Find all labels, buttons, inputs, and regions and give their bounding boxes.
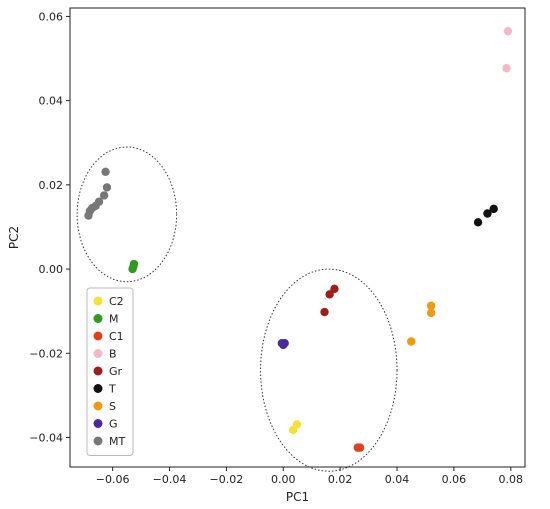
y-tick-label: 0.00 [39, 263, 64, 276]
y-tick-label: 0.06 [39, 10, 64, 23]
point-gr [325, 290, 334, 299]
point-mt [101, 167, 110, 177]
legend-label: G [109, 418, 118, 431]
cluster-ellipse [76, 146, 178, 283]
point-gr [320, 307, 329, 317]
legend-marker [93, 366, 103, 376]
point-g [279, 340, 288, 350]
point-s [426, 301, 436, 310]
legend-label: MT [109, 435, 125, 448]
point-s [426, 308, 436, 318]
y-axis-ticks: −0.04 −0.02 0.00 0.02 0.04 0.06 [29, 10, 70, 445]
point-s [407, 337, 416, 346]
point-c2 [292, 420, 302, 429]
point-b [502, 64, 511, 73]
legend-label: C2 [109, 295, 124, 308]
legend-marker [93, 436, 103, 446]
point-t [473, 218, 483, 227]
cluster-ellipse [260, 268, 398, 472]
legend: C2 M C1 B Gr TSG MT [86, 287, 134, 456]
legend-marker [93, 419, 103, 428]
x-tick-label: 0.08 [499, 473, 524, 486]
point-c1 [355, 443, 365, 452]
x-tick-label: 0.06 [442, 473, 467, 486]
x-axis-label: PC1 [286, 490, 309, 504]
x-tick-label: 0.04 [385, 473, 410, 486]
legend-label: T [108, 383, 116, 396]
y-tick-label: 0.04 [39, 95, 64, 108]
x-tick-label: −0.06 [96, 473, 130, 486]
legend-marker [93, 296, 103, 306]
x-tick-label: −0.02 [210, 473, 244, 486]
legend-box [86, 287, 134, 456]
legend-label: S [109, 400, 116, 413]
plot-area [69, 7, 526, 468]
y-tick-label: −0.04 [29, 432, 63, 445]
legend-label: M [109, 313, 119, 326]
point-mt [99, 191, 109, 200]
cluster-ellipses [76, 146, 398, 472]
point-m [129, 259, 139, 269]
legend-marker [93, 349, 103, 358]
point-t [483, 209, 492, 218]
legend-marker [93, 314, 103, 323]
data-points [84, 26, 513, 452]
point-t [489, 204, 498, 214]
point-gr [330, 284, 339, 294]
x-axis-ticks: −0.06 −0.04 −0.02 0.00 0.02 0.04 0.06 0.08 [96, 467, 523, 486]
point-b [503, 26, 513, 36]
legend-marker [93, 401, 103, 411]
y-tick-label: −0.02 [29, 347, 63, 360]
point-mt [84, 211, 93, 220]
legend-marker [93, 331, 103, 341]
legend-label: Gr [109, 365, 123, 378]
x-tick-label: −0.04 [153, 473, 187, 486]
legend-label: C1 [109, 330, 124, 343]
point-mt [102, 183, 112, 192]
x-tick-label: 0.00 [271, 473, 296, 486]
legend-marker [93, 384, 103, 393]
legend-label: B [109, 348, 117, 361]
y-tick-label: 0.02 [39, 179, 64, 192]
y-axis-label: PC2 [7, 226, 21, 249]
x-tick-label: 0.02 [328, 473, 353, 486]
